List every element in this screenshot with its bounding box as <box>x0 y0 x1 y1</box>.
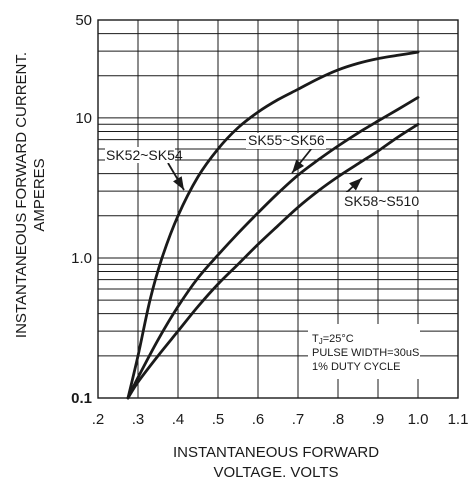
x-tick-label: 1.0 <box>408 411 429 428</box>
y-axis-title-line1: INSTANTANEOUS FORWARD CURRENT. <box>13 52 30 338</box>
x-tick-label: 1.1 <box>448 411 469 428</box>
curve-label-sk52-sk54: SK52~SK54 <box>106 147 183 163</box>
x-tick-label: .4 <box>172 411 185 428</box>
curve-label-sk58-s510: SK58~S510 <box>344 193 419 209</box>
x-axis-title-line2: VOLTAGE. VOLTS <box>213 464 338 481</box>
y-tick-label: 10 <box>75 110 92 127</box>
arrow-sk52-sk54-head <box>173 176 184 190</box>
condition-temperature: TJ=25°C <box>312 333 354 346</box>
x-tick-label: .6 <box>252 411 265 428</box>
y-tick-label: 50 <box>75 12 92 29</box>
label-arrows <box>168 148 362 193</box>
y-tick-label: 1.0 <box>71 250 92 267</box>
x-tick-label: .5 <box>212 411 225 428</box>
y-tick-label: 0.1 <box>71 390 92 407</box>
condition-pulse-width: PULSE WIDTH=30uS <box>312 347 419 359</box>
curve-label-sk55-sk56: SK55~SK56 <box>248 132 325 148</box>
x-tick-label: .2 <box>92 411 105 428</box>
x-tick-label: .3 <box>132 411 145 428</box>
x-axis-title-line1: INSTANTANEOUS FORWARD <box>173 444 379 461</box>
condition-duty-cycle: 1% DUTY CYCLE <box>312 361 400 373</box>
x-tick-label: .9 <box>372 411 385 428</box>
y-axis-title-line2: AMPERES <box>31 158 48 231</box>
test-conditions-box: TJ=25°C PULSE WIDTH=30uS 1% DUTY CYCLE <box>308 324 420 379</box>
x-tick-label: .8 <box>332 411 345 428</box>
x-tick-label: .7 <box>292 411 305 428</box>
